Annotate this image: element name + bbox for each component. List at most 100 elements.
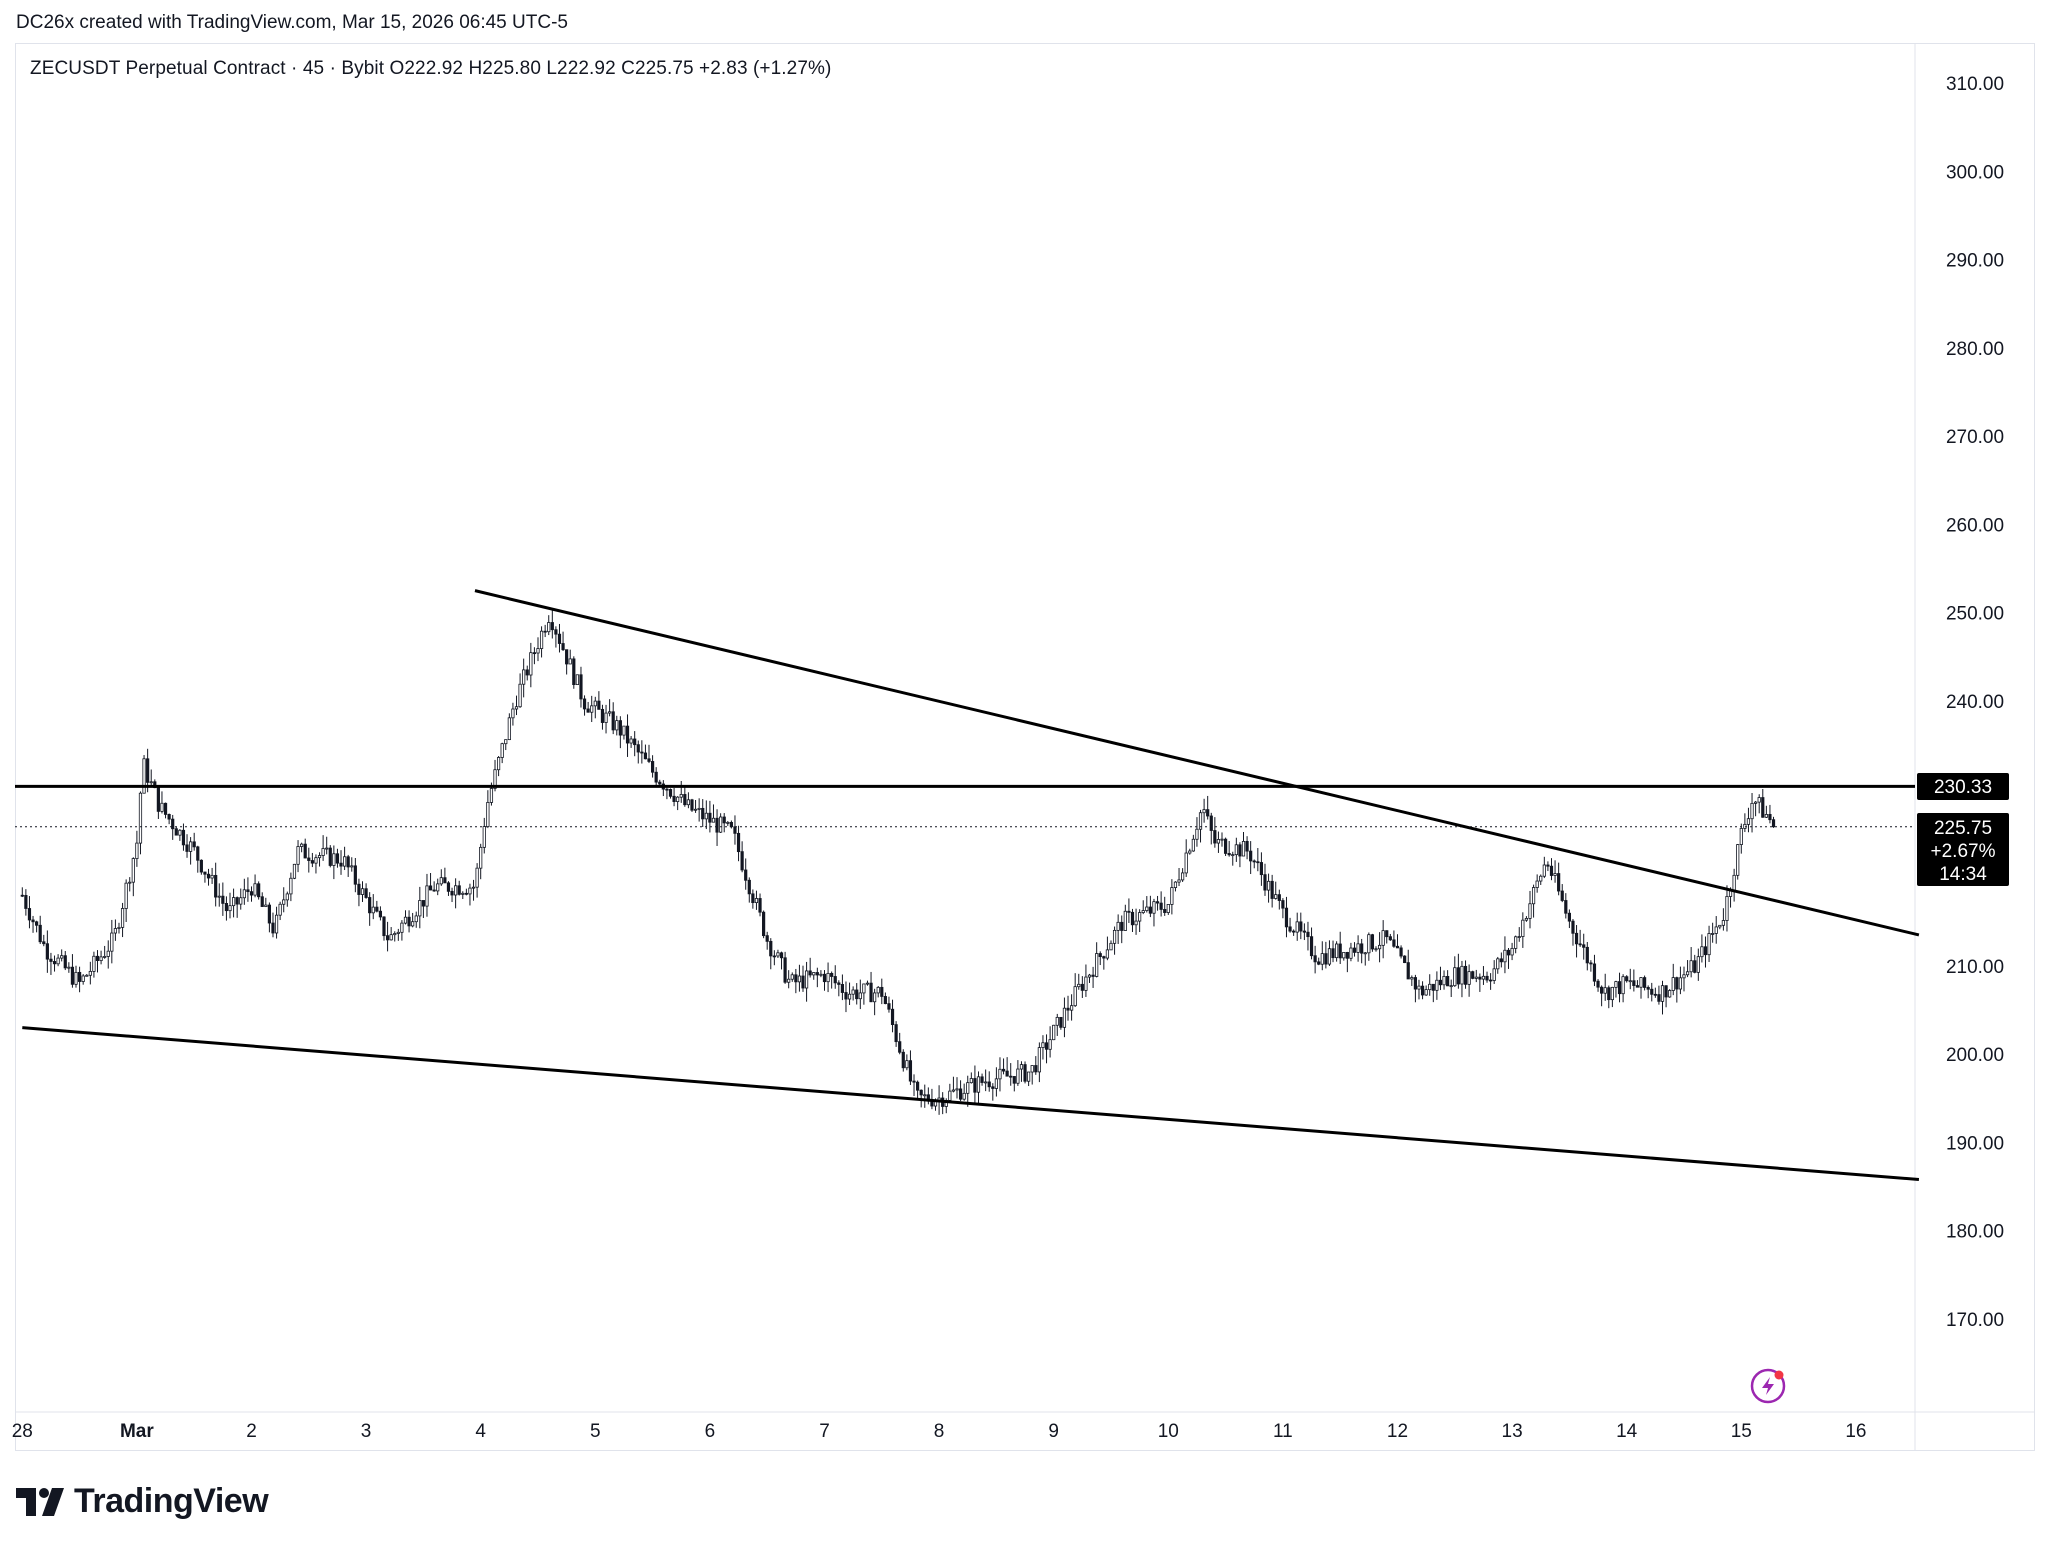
candle-body (1721, 920, 1725, 926)
candle-body (880, 986, 884, 997)
candle-body (1324, 953, 1328, 965)
candle-body (1521, 919, 1525, 937)
candle-body (837, 982, 841, 985)
candle-body (60, 955, 64, 959)
last-price-tag: 225.75 +2.67% 14:34 (1917, 813, 2009, 886)
candle-body (733, 826, 737, 834)
candle-body (812, 972, 816, 976)
lightning-alert-icon[interactable] (1750, 1368, 1786, 1404)
candle-body (310, 860, 314, 864)
candle-body (1453, 967, 1457, 987)
candle-body (919, 1089, 923, 1096)
price-axis-tick-label: 180.00 (1946, 1222, 2004, 1243)
candle-body (1503, 949, 1507, 963)
candle-body (901, 1051, 905, 1069)
candle-body (1610, 986, 1614, 1001)
candle-body (1642, 977, 1647, 988)
candle-body (389, 934, 393, 941)
candle-body (984, 1081, 988, 1084)
candle-body (1471, 971, 1475, 979)
candle-body (436, 883, 440, 892)
chart-canvas[interactable]: 310.00 300.00 290.00 280.00 270.00 260.00 250.… (0, 0, 2048, 1480)
candle-body (862, 983, 866, 994)
candle-body (135, 842, 139, 859)
candle-body (1446, 975, 1450, 987)
candle-body (711, 817, 716, 823)
candle-body (56, 957, 60, 965)
candle-body (1077, 983, 1081, 988)
candle-body (1585, 946, 1589, 964)
candle-body (1428, 983, 1432, 991)
candle-body (335, 853, 340, 864)
candle-body (1048, 1039, 1052, 1050)
candle-body (762, 911, 766, 937)
symbol-legend[interactable]: ZECUSDT Perpetual Contract · 45 · Bybit … (30, 58, 832, 79)
candle-body (81, 975, 85, 982)
candle-body (1249, 850, 1253, 862)
candle-body (1614, 981, 1618, 988)
candle-body (869, 982, 873, 1003)
candle-body (987, 1081, 991, 1088)
candle-body (1141, 910, 1145, 913)
candle-body (1005, 1070, 1009, 1077)
candle-body (1188, 850, 1192, 854)
candle-body (174, 828, 178, 836)
candle-body (883, 996, 887, 1005)
price-axis-tick-label: 170.00 (1946, 1310, 2004, 1331)
candle-body (905, 1060, 909, 1069)
drawings-layer[interactable] (15, 589, 1920, 1182)
candle-body (1209, 815, 1213, 831)
price-axis[interactable]: 310.00 300.00 290.00 280.00 270.00 260.00 250.… (1946, 74, 2004, 1331)
candle-body (1431, 983, 1435, 991)
candle-body (235, 897, 239, 905)
candle-body (171, 818, 175, 830)
candle-body (1130, 911, 1135, 926)
candles-layer (20, 608, 1776, 1115)
candle-body (292, 863, 297, 879)
candle-body (604, 712, 608, 723)
candle-body (532, 652, 537, 655)
candle-body (729, 821, 733, 828)
candle-body (475, 867, 479, 888)
candle-body (1582, 944, 1586, 948)
candle-body (636, 744, 640, 753)
candle-body (615, 720, 619, 731)
candle-body (271, 922, 275, 934)
candle-body (1750, 802, 1754, 820)
candle-body (360, 888, 365, 895)
candle-body (1163, 909, 1167, 913)
candle-body (1256, 861, 1260, 864)
candle-body (1417, 985, 1421, 990)
candle-body (1650, 988, 1654, 995)
candle-body (403, 916, 408, 924)
last-change-label: +2.67% (1931, 841, 1996, 862)
candle-body (772, 955, 776, 958)
candle-body (597, 700, 601, 710)
price-axis-tick-label: 210.00 (1946, 957, 2004, 978)
chart-pane[interactable] (15, 43, 2035, 1451)
candle-body (1080, 983, 1084, 991)
candle-body (457, 885, 461, 895)
candle-body (1041, 1042, 1045, 1048)
candle-body (1159, 902, 1163, 910)
candle-body (751, 893, 755, 904)
candle-body (42, 941, 46, 945)
candle-body (1012, 1076, 1016, 1084)
tradingview-logo[interactable]: TradingView (16, 1482, 269, 1521)
candle-body (572, 658, 576, 686)
time-axis-tick-label: 7 (819, 1421, 830, 1442)
candle-body (1016, 1068, 1020, 1084)
candle-body (511, 708, 515, 719)
candle-body (1152, 901, 1156, 914)
candle-body (1546, 864, 1550, 867)
candle-body (650, 761, 655, 773)
candle-body (267, 904, 271, 924)
resistance-price-label: 230.33 (1934, 777, 1992, 798)
candle-body (887, 1003, 891, 1010)
candle-body (167, 814, 171, 820)
candle-body (665, 788, 669, 791)
resistance-price-tag: 230.33 (1917, 773, 2009, 800)
time-axis[interactable]: 28 Mar 2 3 4 5 6 7 8 9 10 11 12 13 14 15 16 (12, 1421, 1867, 1442)
candle-body (1392, 939, 1396, 947)
candle-body (1617, 981, 1622, 995)
